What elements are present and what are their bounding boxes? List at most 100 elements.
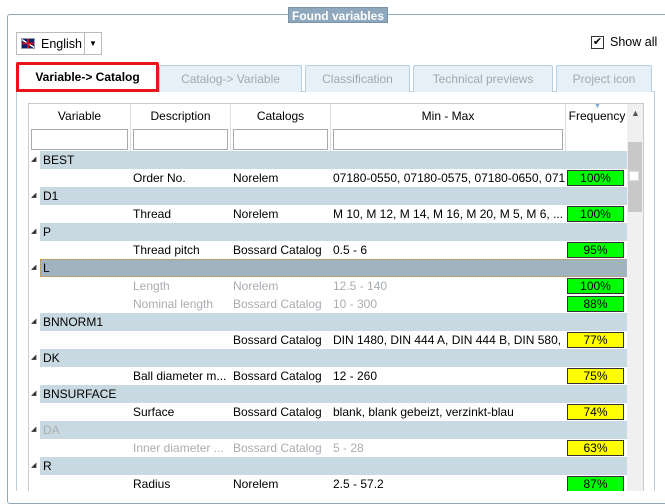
frequency-badge: 75% xyxy=(567,368,624,384)
language-value: English xyxy=(41,36,82,51)
group-title: Found variables xyxy=(288,7,388,23)
filter-variable-input[interactable] xyxy=(31,129,128,150)
scroll-up-arrow-icon[interactable]: ▲ xyxy=(631,108,640,118)
sort-descending-icon: ▼ xyxy=(594,103,601,110)
frequency-badge: 95% xyxy=(567,242,624,258)
chevron-down-icon[interactable]: ▼ xyxy=(84,33,101,54)
group-row[interactable]: ◢ P xyxy=(29,223,628,241)
group-row[interactable]: ◢ BEST xyxy=(29,151,628,169)
minmax-cell: 12.5 - 140 xyxy=(333,279,388,293)
table-row[interactable]: Ball diameter m... Bossard Catalog 12 - 26… xyxy=(29,367,628,385)
column-variable[interactable]: Variable xyxy=(29,104,131,152)
frequency-badge: 77% xyxy=(567,332,624,348)
description-cell: Radius xyxy=(133,477,171,491)
expand-triangle-icon[interactable]: ◢ xyxy=(31,390,37,397)
catalog-cell: Bossard Catalog xyxy=(233,369,322,383)
table-row[interactable]: Inner diameter ... Bossard Catalog 5 - 28 6… xyxy=(29,439,628,457)
variable-name: P xyxy=(43,225,52,239)
checkbox-checked-icon[interactable]: ✔ xyxy=(591,35,604,49)
expand-triangle-icon[interactable]: ◢ xyxy=(31,264,37,271)
language-dropdown[interactable]: English ▼ xyxy=(16,32,102,55)
description-cell: Inner diameter ... xyxy=(133,441,224,455)
minmax-cell: M 10, M 12, M 14, M 16, M 20, M 5, M 6, … xyxy=(333,207,564,221)
group-row[interactable]: ◢ D1 xyxy=(29,187,628,205)
show-all-label: Show all xyxy=(610,35,658,49)
frequency-badge: 100% xyxy=(567,206,624,222)
description-cell: Length xyxy=(133,279,170,293)
column-header-label: Description xyxy=(150,109,211,123)
filter-minmax-input[interactable] xyxy=(333,129,563,150)
tab-technical-previews[interactable]: Technical previews xyxy=(413,65,553,92)
filter-catalogs-input[interactable] xyxy=(233,129,328,150)
tab-catalog-variable[interactable]: Catalog-> Variable xyxy=(159,65,302,92)
column-minmax[interactable]: Min - Max xyxy=(331,104,566,152)
catalog-cell: Norelem xyxy=(233,279,279,293)
expand-triangle-icon[interactable]: ◢ xyxy=(31,156,37,163)
group-band xyxy=(40,151,628,169)
expand-triangle-icon[interactable]: ◢ xyxy=(31,228,37,235)
grid-header: Variable Description Catalogs Min - Max … xyxy=(29,104,628,152)
table-row[interactable]: Thread pitch Bossard Catalog 0.5 - 6 95% xyxy=(29,241,628,259)
minmax-cell: 2.5 - 57.2 xyxy=(333,477,384,491)
tab-classification[interactable]: Classification xyxy=(305,65,410,92)
group-row[interactable]: ◢ DA xyxy=(29,421,628,439)
description-cell: Nominal length xyxy=(133,297,214,311)
column-header-label: Min - Max xyxy=(421,109,475,123)
minmax-cell: DIN 1480, DIN 444 A, DIN 444 B, DIN 580,… xyxy=(333,333,565,347)
expand-triangle-icon[interactable]: ◢ xyxy=(31,318,37,325)
show-all-checkbox[interactable]: ✔ Show all xyxy=(591,35,657,49)
group-band xyxy=(40,223,628,241)
table-row[interactable]: Surface Bossard Catalog blank, blank gebei… xyxy=(29,403,628,421)
tab-variable-catalog[interactable]: Variable-> Catalog xyxy=(16,62,159,92)
scrollbar-marker xyxy=(629,171,639,181)
expand-triangle-icon[interactable]: ◢ xyxy=(31,354,37,361)
variable-name: R xyxy=(43,459,52,473)
table-row[interactable]: Thread Norelem M 10, M 12, M 14, M 16, M 2… xyxy=(29,205,628,223)
minmax-cell: 07180-0550, 07180-0575, 07180-0650, 071.… xyxy=(333,171,565,185)
minmax-cell: blank, blank gebeizt, verzinkt-blau xyxy=(333,405,514,419)
table-row[interactable]: Order No. Norelem 07180-0550, 07180-0575, … xyxy=(29,169,628,187)
variable-name: D1 xyxy=(43,189,59,203)
catalog-cell: Bossard Catalog xyxy=(233,333,322,347)
group-row[interactable]: ◢ R xyxy=(29,457,628,475)
column-frequency[interactable]: ▼ Frequency xyxy=(566,104,628,152)
variable-name: BNNORM1 xyxy=(43,315,104,329)
frequency-badge: 100% xyxy=(567,170,624,186)
catalog-cell: Norelem xyxy=(233,207,279,221)
table-row[interactable]: Nominal length Bossard Catalog 10 - 300 88% xyxy=(29,295,628,313)
group-row[interactable]: ◢ DK xyxy=(29,349,628,367)
frequency-badge: 88% xyxy=(567,296,624,312)
group-row[interactable]: ◢ BNSURFACE xyxy=(29,385,628,403)
group-row[interactable]: ◢ BNNORM1 xyxy=(29,313,628,331)
variable-name: BEST xyxy=(43,153,75,167)
uk-flag-icon xyxy=(21,38,35,49)
column-header-label: Variable xyxy=(57,109,102,123)
expand-triangle-icon[interactable]: ◢ xyxy=(31,462,37,469)
expand-triangle-icon[interactable]: ◢ xyxy=(31,192,37,199)
table-row[interactable]: Radius Norelem 2.5 - 57.2 87% xyxy=(29,475,628,491)
table-row[interactable]: Bossard Catalog DIN 1480, DIN 444 A, DIN … xyxy=(29,331,628,349)
vertical-scrollbar[interactable]: ▲ xyxy=(627,104,643,491)
group-band xyxy=(40,187,628,205)
description-cell: Surface xyxy=(133,405,175,419)
description-cell: Thread xyxy=(133,207,172,221)
column-header-label: Catalogs xyxy=(256,109,305,123)
description-cell: Thread pitch xyxy=(133,243,200,257)
group-row[interactable]: ◢ L xyxy=(29,259,628,277)
catalog-cell: Bossard Catalog xyxy=(233,297,322,311)
minmax-cell: 0.5 - 6 xyxy=(333,243,368,257)
table-row[interactable]: Length Norelem 12.5 - 140 100% xyxy=(29,277,628,295)
variable-name: BNSURFACE xyxy=(43,387,117,401)
minmax-cell: 5 - 28 xyxy=(333,441,364,455)
grid-rows: ◢ BEST Order No. Norelem 07180-0550, 07180-0… xyxy=(29,151,628,491)
tab-project-icon[interactable]: Project icon xyxy=(556,65,652,92)
column-catalogs[interactable]: Catalogs xyxy=(231,104,331,152)
filter-description-input[interactable] xyxy=(133,129,228,150)
minmax-cell: 10 - 300 xyxy=(333,297,378,311)
column-description[interactable]: Description xyxy=(131,104,231,152)
catalog-cell: Norelem xyxy=(233,171,279,185)
catalog-cell: Norelem xyxy=(233,477,279,491)
expand-triangle-icon[interactable]: ◢ xyxy=(31,426,37,433)
group-band xyxy=(40,313,628,331)
description-cell: Ball diameter m... xyxy=(133,369,227,383)
